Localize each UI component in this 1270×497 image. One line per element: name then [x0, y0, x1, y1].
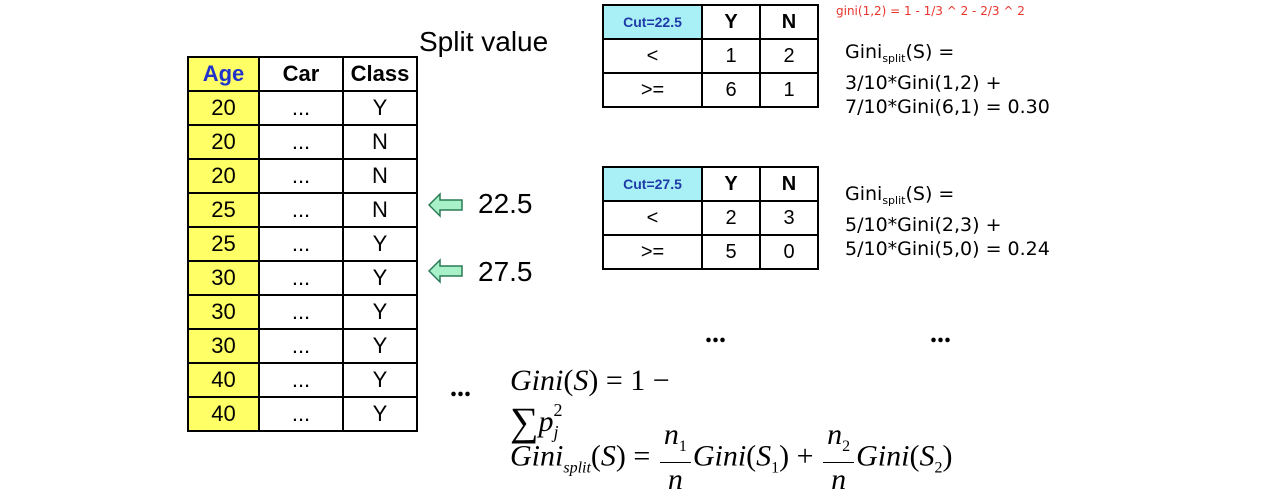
gini-prefix: Gini	[845, 41, 883, 63]
car-cell: ...	[258, 362, 344, 398]
count-n: 2	[759, 38, 819, 74]
age-cell: 30	[187, 260, 260, 296]
ellipsis-left: ...	[450, 372, 471, 403]
car-cell: ...	[258, 226, 344, 262]
count-n: 3	[759, 200, 819, 236]
split-table-1: Cut=22.5 Y N < 1 2 >= 6 1	[602, 4, 819, 108]
gini-split-calc-1: Ginisplit(S) = 3/10*Gini(1,2) + 7/10*Gin…	[845, 40, 1050, 119]
gini-prefix: Gini	[845, 183, 883, 205]
ellipsis-middle: ...	[705, 318, 726, 349]
split-table-2: Cut=27.5 Y N < 2 3 >= 5 0	[602, 166, 819, 270]
age-cell: 40	[187, 362, 260, 398]
car-cell: ...	[258, 124, 344, 160]
data-table: Age Car Class 20... Y 20... N 20... N 25... N 25…	[187, 56, 418, 432]
table-row: 20... Y	[187, 90, 418, 126]
table-row: 40... Y	[187, 362, 418, 398]
count-y: 6	[701, 72, 761, 108]
gini-split-calc-2: Ginisplit(S) = 5/10*Gini(2,3) + 5/10*Gin…	[845, 182, 1050, 261]
class-cell: N	[342, 192, 418, 228]
gini-sub: split	[882, 52, 906, 65]
table-row: 40... Y	[187, 396, 418, 432]
cut-label: Cut=22.5	[602, 4, 703, 40]
class-cell: Y	[342, 226, 418, 262]
row-geq-label: >=	[602, 234, 703, 270]
count-y: 1	[701, 38, 761, 74]
count-y: 5	[701, 234, 761, 270]
table-row: 30... Y	[187, 260, 418, 296]
header-car: Car	[258, 56, 344, 92]
class-cell: Y	[342, 90, 418, 126]
gini-suffix: (S) =	[905, 183, 955, 205]
age-cell: 20	[187, 124, 260, 160]
car-cell: ...	[258, 260, 344, 296]
header-class: Class	[342, 56, 418, 92]
col-n-header: N	[759, 4, 819, 40]
age-cell: 40	[187, 396, 260, 432]
car-cell: ...	[258, 192, 344, 228]
age-cell: 30	[187, 294, 260, 330]
car-cell: ...	[258, 158, 344, 194]
class-cell: N	[342, 158, 418, 194]
split-value-1: 22.5	[478, 188, 533, 219]
gini-line-3: 5/10*Gini(5,0) = 0.24	[845, 238, 1050, 260]
row-geq-label: >=	[602, 72, 703, 108]
gini-line-3: 7/10*Gini(6,1) = 0.30	[845, 96, 1050, 118]
row-less-label: <	[602, 38, 703, 74]
age-cell: 25	[187, 226, 260, 262]
arrow-left-icon	[428, 258, 463, 284]
col-y-header: Y	[701, 4, 761, 40]
gini-suffix: (S) =	[905, 41, 955, 63]
class-cell: Y	[342, 294, 418, 330]
age-cell: 25	[187, 192, 260, 228]
car-cell: ...	[258, 90, 344, 126]
row-less-label: <	[602, 200, 703, 236]
car-cell: ...	[258, 294, 344, 330]
split-value-label: Split value	[419, 26, 549, 57]
count-n: 0	[759, 234, 819, 270]
table-row: 30... Y	[187, 328, 418, 364]
class-cell: N	[342, 124, 418, 160]
col-y-header: Y	[701, 166, 761, 202]
gini-line-2: 3/10*Gini(1,2) +	[845, 72, 1002, 94]
col-n-header: N	[759, 166, 819, 202]
class-cell: Y	[342, 260, 418, 296]
car-cell: ...	[258, 328, 344, 364]
gini-line-2: 5/10*Gini(2,3) +	[845, 214, 1002, 236]
age-cell: 30	[187, 328, 260, 364]
count-n: 1	[759, 72, 819, 108]
age-cell: 20	[187, 158, 260, 194]
header-age: Age	[187, 56, 260, 92]
gini-split-formula: Ginisplit(S) = n1 n Gini(S1) + n2 n Gini(S2)	[510, 418, 953, 497]
arrow-left-icon	[428, 192, 463, 218]
count-y: 2	[701, 200, 761, 236]
table-row: 25... Y	[187, 226, 418, 262]
car-cell: ...	[258, 396, 344, 432]
class-cell: Y	[342, 328, 418, 364]
class-cell: Y	[342, 396, 418, 432]
split-value-2: 27.5	[478, 256, 533, 287]
gini-sub: split	[882, 194, 906, 207]
table-row: 25... N	[187, 192, 418, 228]
table-row: 30... Y	[187, 294, 418, 330]
data-table-header-row: Age Car Class	[187, 56, 418, 92]
cut-label: Cut=27.5	[602, 166, 703, 202]
ellipsis-right: ...	[930, 318, 951, 349]
gini-note: gini(1,2) = 1 - 1/3 ^ 2 - 2/3 ^ 2	[836, 4, 1025, 18]
table-row: 20... N	[187, 158, 418, 194]
class-cell: Y	[342, 362, 418, 398]
table-row: 20... N	[187, 124, 418, 160]
gini-formula: Gini(S) = 1 − ∑p2j	[510, 364, 670, 444]
age-cell: 20	[187, 90, 260, 126]
